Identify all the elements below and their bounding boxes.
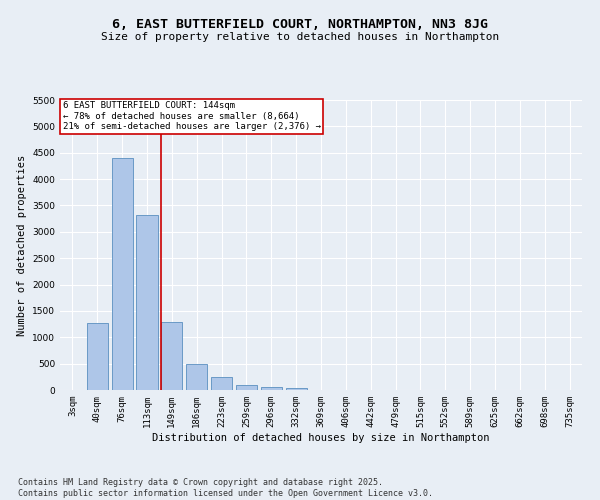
Bar [136,215,158,390]
Y-axis label: Number of detached properties: Number of detached properties [17,154,26,336]
X-axis label: Distribution of detached houses by size in Northampton: Distribution of detached houses by size … [152,432,490,442]
Bar [186,364,207,390]
Bar [236,386,257,390]
Bar [87,323,108,390]
Bar [112,158,133,390]
Text: 6 EAST BUTTERFIELD COURT: 144sqm
← 78% of detached houses are smaller (8,664)
21: 6 EAST BUTTERFIELD COURT: 144sqm ← 78% o… [62,102,320,132]
Text: Size of property relative to detached houses in Northampton: Size of property relative to detached ho… [101,32,499,42]
Bar [161,322,182,390]
Bar [286,388,307,390]
Bar [261,387,282,390]
Bar [211,378,232,390]
Text: 6, EAST BUTTERFIELD COURT, NORTHAMPTON, NN3 8JG: 6, EAST BUTTERFIELD COURT, NORTHAMPTON, … [112,18,488,30]
Text: Contains HM Land Registry data © Crown copyright and database right 2025.
Contai: Contains HM Land Registry data © Crown c… [18,478,433,498]
